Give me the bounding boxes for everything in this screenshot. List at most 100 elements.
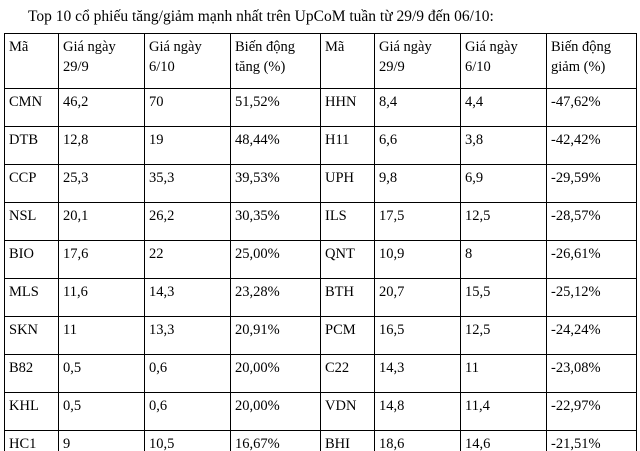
table-cell: 20,00% [230, 392, 321, 432]
table-cell: 9 [58, 430, 145, 451]
table-cell: 11 [58, 316, 145, 356]
table-cell: HC1 [4, 430, 59, 451]
table-row: MLS 11,6 14,3 23,28% BTH 20,7 15,5 -25,12% [4, 278, 637, 318]
table-cell: 48,44% [230, 126, 321, 166]
table-cell: 11,4 [460, 392, 547, 432]
column-header: Giá ngày 6/10 [460, 33, 547, 90]
table-cell: 25,3 [58, 164, 145, 204]
table-cell: 20,1 [58, 202, 145, 242]
table-cell: 20,7 [374, 278, 461, 318]
table-cell: 16,5 [374, 316, 461, 356]
column-header: Mã [320, 33, 375, 90]
page-title: Top 10 cổ phiếu tăng/giảm mạnh nhất trên… [28, 8, 494, 25]
table-cell: HHN [320, 88, 375, 128]
table-cell: 6,6 [374, 126, 461, 166]
table-header-row: Mã Giá ngày 29/9 Giá ngày 6/10 Biến động tă… [4, 33, 637, 90]
table-cell: 12,8 [58, 126, 145, 166]
column-header: Biến động tăng (%) [230, 33, 321, 90]
table-row: BIO 17,6 22 25,00% QNT 10,9 8 -26,61% [4, 240, 637, 280]
table-cell: ILS [320, 202, 375, 242]
table-cell: BIO [4, 240, 59, 280]
table-cell: -22,97% [546, 392, 637, 432]
table-cell: 8,4 [374, 88, 461, 128]
table-cell: NSL [4, 202, 59, 242]
column-header: Giá ngày 29/9 [58, 33, 145, 90]
table-row: DTB 12,8 19 48,44% H11 6,6 3,8 -42,42% [4, 126, 637, 166]
table-cell: BHI [320, 430, 375, 451]
table-cell: 35,3 [144, 164, 231, 204]
table-cell: 17,5 [374, 202, 461, 242]
column-header: Biến động giảm (%) [546, 33, 637, 90]
table-cell: CCP [4, 164, 59, 204]
table-cell: UPH [320, 164, 375, 204]
table-cell: PCM [320, 316, 375, 356]
table-row: B82 0,5 0,6 20,00% C22 14,3 11 -23,08% [4, 354, 637, 394]
table-cell: -21,51% [546, 430, 637, 451]
table-cell: KHL [4, 392, 59, 432]
table-cell: 14,8 [374, 392, 461, 432]
table-cell: 20,00% [230, 354, 321, 394]
table-row: SKN 11 13,3 20,91% PCM 16,5 12,5 -24,24% [4, 316, 637, 356]
table-cell: -47,62% [546, 88, 637, 128]
table-cell: 10,5 [144, 430, 231, 451]
table-cell: QNT [320, 240, 375, 280]
column-header: Giá ngày 6/10 [144, 33, 231, 90]
table-cell: 14,3 [144, 278, 231, 318]
table-cell: 8 [460, 240, 547, 280]
table-cell: 3,8 [460, 126, 547, 166]
table-cell: MLS [4, 278, 59, 318]
table-cell: -42,42% [546, 126, 637, 166]
table-cell: 10,9 [374, 240, 461, 280]
table-cell: 17,6 [58, 240, 145, 280]
table-cell: C22 [320, 354, 375, 394]
table-cell: 9,8 [374, 164, 461, 204]
table-cell: 16,67% [230, 430, 321, 451]
table-row: HC1 9 10,5 16,67% BHI 18,6 14,6 -21,51% [4, 430, 637, 451]
table-cell: 0,5 [58, 354, 145, 394]
table-cell: 19 [144, 126, 231, 166]
table-cell: -25,12% [546, 278, 637, 318]
table-cell: 39,53% [230, 164, 321, 204]
table-cell: -28,57% [546, 202, 637, 242]
table-cell: DTB [4, 126, 59, 166]
table-cell: 22 [144, 240, 231, 280]
table-row: NSL 20,1 26,2 30,35% ILS 17,5 12,5 -28,57% [4, 202, 637, 242]
table-cell: 26,2 [144, 202, 231, 242]
table-cell: 4,4 [460, 88, 547, 128]
table-cell: -23,08% [546, 354, 637, 394]
table-cell: -29,59% [546, 164, 637, 204]
table-cell: 12,5 [460, 202, 547, 242]
table-cell: 13,3 [144, 316, 231, 356]
table-cell: -24,24% [546, 316, 637, 356]
table-cell: CMN [4, 88, 59, 128]
table-cell: 12,5 [460, 316, 547, 356]
table-cell: 46,2 [58, 88, 145, 128]
table-cell: B82 [4, 354, 59, 394]
table-cell: 30,35% [230, 202, 321, 242]
table-cell: 70 [144, 88, 231, 128]
table-cell: 51,52% [230, 88, 321, 128]
table-cell: 23,28% [230, 278, 321, 318]
table-body: CMN 46,2 70 51,52% HHN 8,4 4,4 -47,62% DTB 12,8 19… [4, 88, 637, 451]
table-cell: 0,5 [58, 392, 145, 432]
table-row: CMN 46,2 70 51,52% HHN 8,4 4,4 -47,62% [4, 88, 637, 128]
table-cell: 15,5 [460, 278, 547, 318]
table-cell: 11 [460, 354, 547, 394]
table-cell: H11 [320, 126, 375, 166]
table-row: KHL 0,5 0,6 20,00% VDN 14,8 11,4 -22,97% [4, 392, 637, 432]
table-row: CCP 25,3 35,3 39,53% UPH 9,8 6,9 -29,59% [4, 164, 637, 204]
table-cell: SKN [4, 316, 59, 356]
column-header: Mã [4, 33, 59, 90]
table-cell: 0,6 [144, 392, 231, 432]
table-cell: 20,91% [230, 316, 321, 356]
table-cell: 6,9 [460, 164, 547, 204]
table-cell: 0,6 [144, 354, 231, 394]
column-header: Giá ngày 29/9 [374, 33, 461, 90]
table-cell: BTH [320, 278, 375, 318]
table-cell: VDN [320, 392, 375, 432]
table-cell: -26,61% [546, 240, 637, 280]
table-cell: 25,00% [230, 240, 321, 280]
table-cell: 14,6 [460, 430, 547, 451]
table-cell: 14,3 [374, 354, 461, 394]
